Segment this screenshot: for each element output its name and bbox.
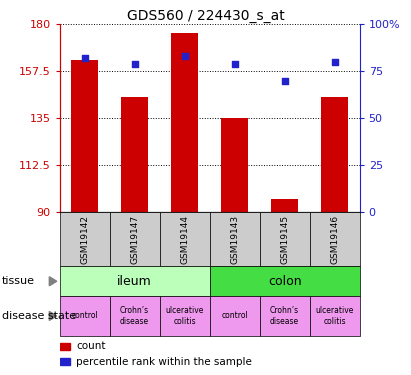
Bar (60, 296, 110, 336)
Text: count: count (76, 342, 106, 351)
Text: GSM19142: GSM19142 (80, 214, 89, 264)
Bar (159, 212, 210, 266)
Polygon shape (49, 311, 57, 320)
Text: colon: colon (268, 275, 301, 288)
Bar (309, 296, 360, 336)
Bar (309, 212, 360, 266)
Bar (71, 60, 98, 212)
Bar (110, 212, 159, 266)
Bar (260, 212, 309, 266)
Bar (271, 200, 298, 212)
Text: Crohn’s
disease: Crohn’s disease (120, 306, 149, 326)
Bar (260, 296, 309, 336)
Bar (60, 266, 210, 296)
Point (331, 59, 338, 65)
Bar (60, 358, 70, 365)
Bar (60, 343, 70, 350)
Text: Crohn’s
disease: Crohn’s disease (270, 306, 299, 326)
Point (81, 55, 88, 61)
Text: GSM19145: GSM19145 (280, 214, 289, 264)
Bar (159, 296, 210, 336)
Bar (110, 296, 159, 336)
Bar (60, 212, 110, 266)
Text: percentile rank within the sample: percentile rank within the sample (76, 357, 252, 367)
Text: control: control (71, 311, 98, 320)
Bar (121, 97, 148, 212)
Text: GDS560 / 224430_s_at: GDS560 / 224430_s_at (127, 9, 284, 23)
Text: GSM19144: GSM19144 (180, 214, 189, 264)
Bar (210, 266, 360, 296)
Polygon shape (49, 277, 57, 286)
Text: GSM19146: GSM19146 (330, 214, 339, 264)
Text: ulcerative
colitis: ulcerative colitis (165, 306, 204, 326)
Text: control: control (221, 311, 248, 320)
Bar (210, 296, 260, 336)
Text: GSM19147: GSM19147 (130, 214, 139, 264)
Text: GSM19143: GSM19143 (230, 214, 239, 264)
Text: ulcerative
colitis: ulcerative colitis (315, 306, 354, 326)
Bar (221, 118, 248, 212)
Text: ileum: ileum (117, 275, 152, 288)
Text: disease state: disease state (2, 311, 76, 321)
Text: tissue: tissue (2, 276, 35, 286)
Bar (210, 212, 260, 266)
Point (181, 53, 188, 59)
Point (281, 78, 288, 84)
Bar (171, 33, 199, 212)
Bar (321, 97, 349, 212)
Point (132, 61, 138, 67)
Point (231, 61, 238, 67)
